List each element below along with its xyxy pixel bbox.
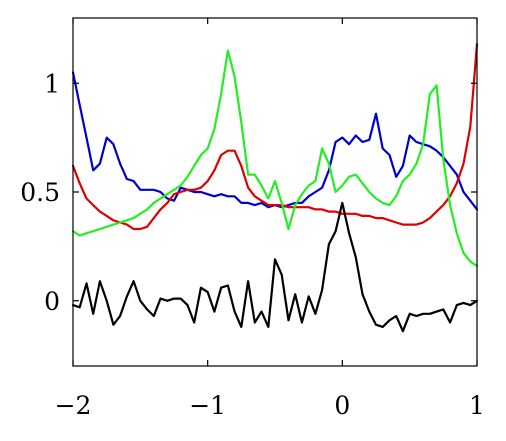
x-tick-label: −1 xyxy=(189,391,226,420)
x-tick-label: −2 xyxy=(55,391,92,420)
tick-layer xyxy=(72,18,478,366)
series-line-2 xyxy=(71,42,479,231)
series-line-4 xyxy=(71,201,479,333)
series-line-3 xyxy=(71,49,479,267)
series-line-1 xyxy=(71,71,479,211)
y-tick-label: 0.5 xyxy=(20,178,60,207)
x-tick-label: 0 xyxy=(334,391,350,420)
y-tick-label: 0 xyxy=(44,287,60,316)
plot-frame xyxy=(72,17,478,367)
tick-label-layer: −2 −1 0 1 0 0.5 1 xyxy=(20,69,485,420)
y-tick-label: 1 xyxy=(44,69,60,98)
series-layer xyxy=(71,42,479,333)
x-tick-label: 1 xyxy=(469,391,485,420)
